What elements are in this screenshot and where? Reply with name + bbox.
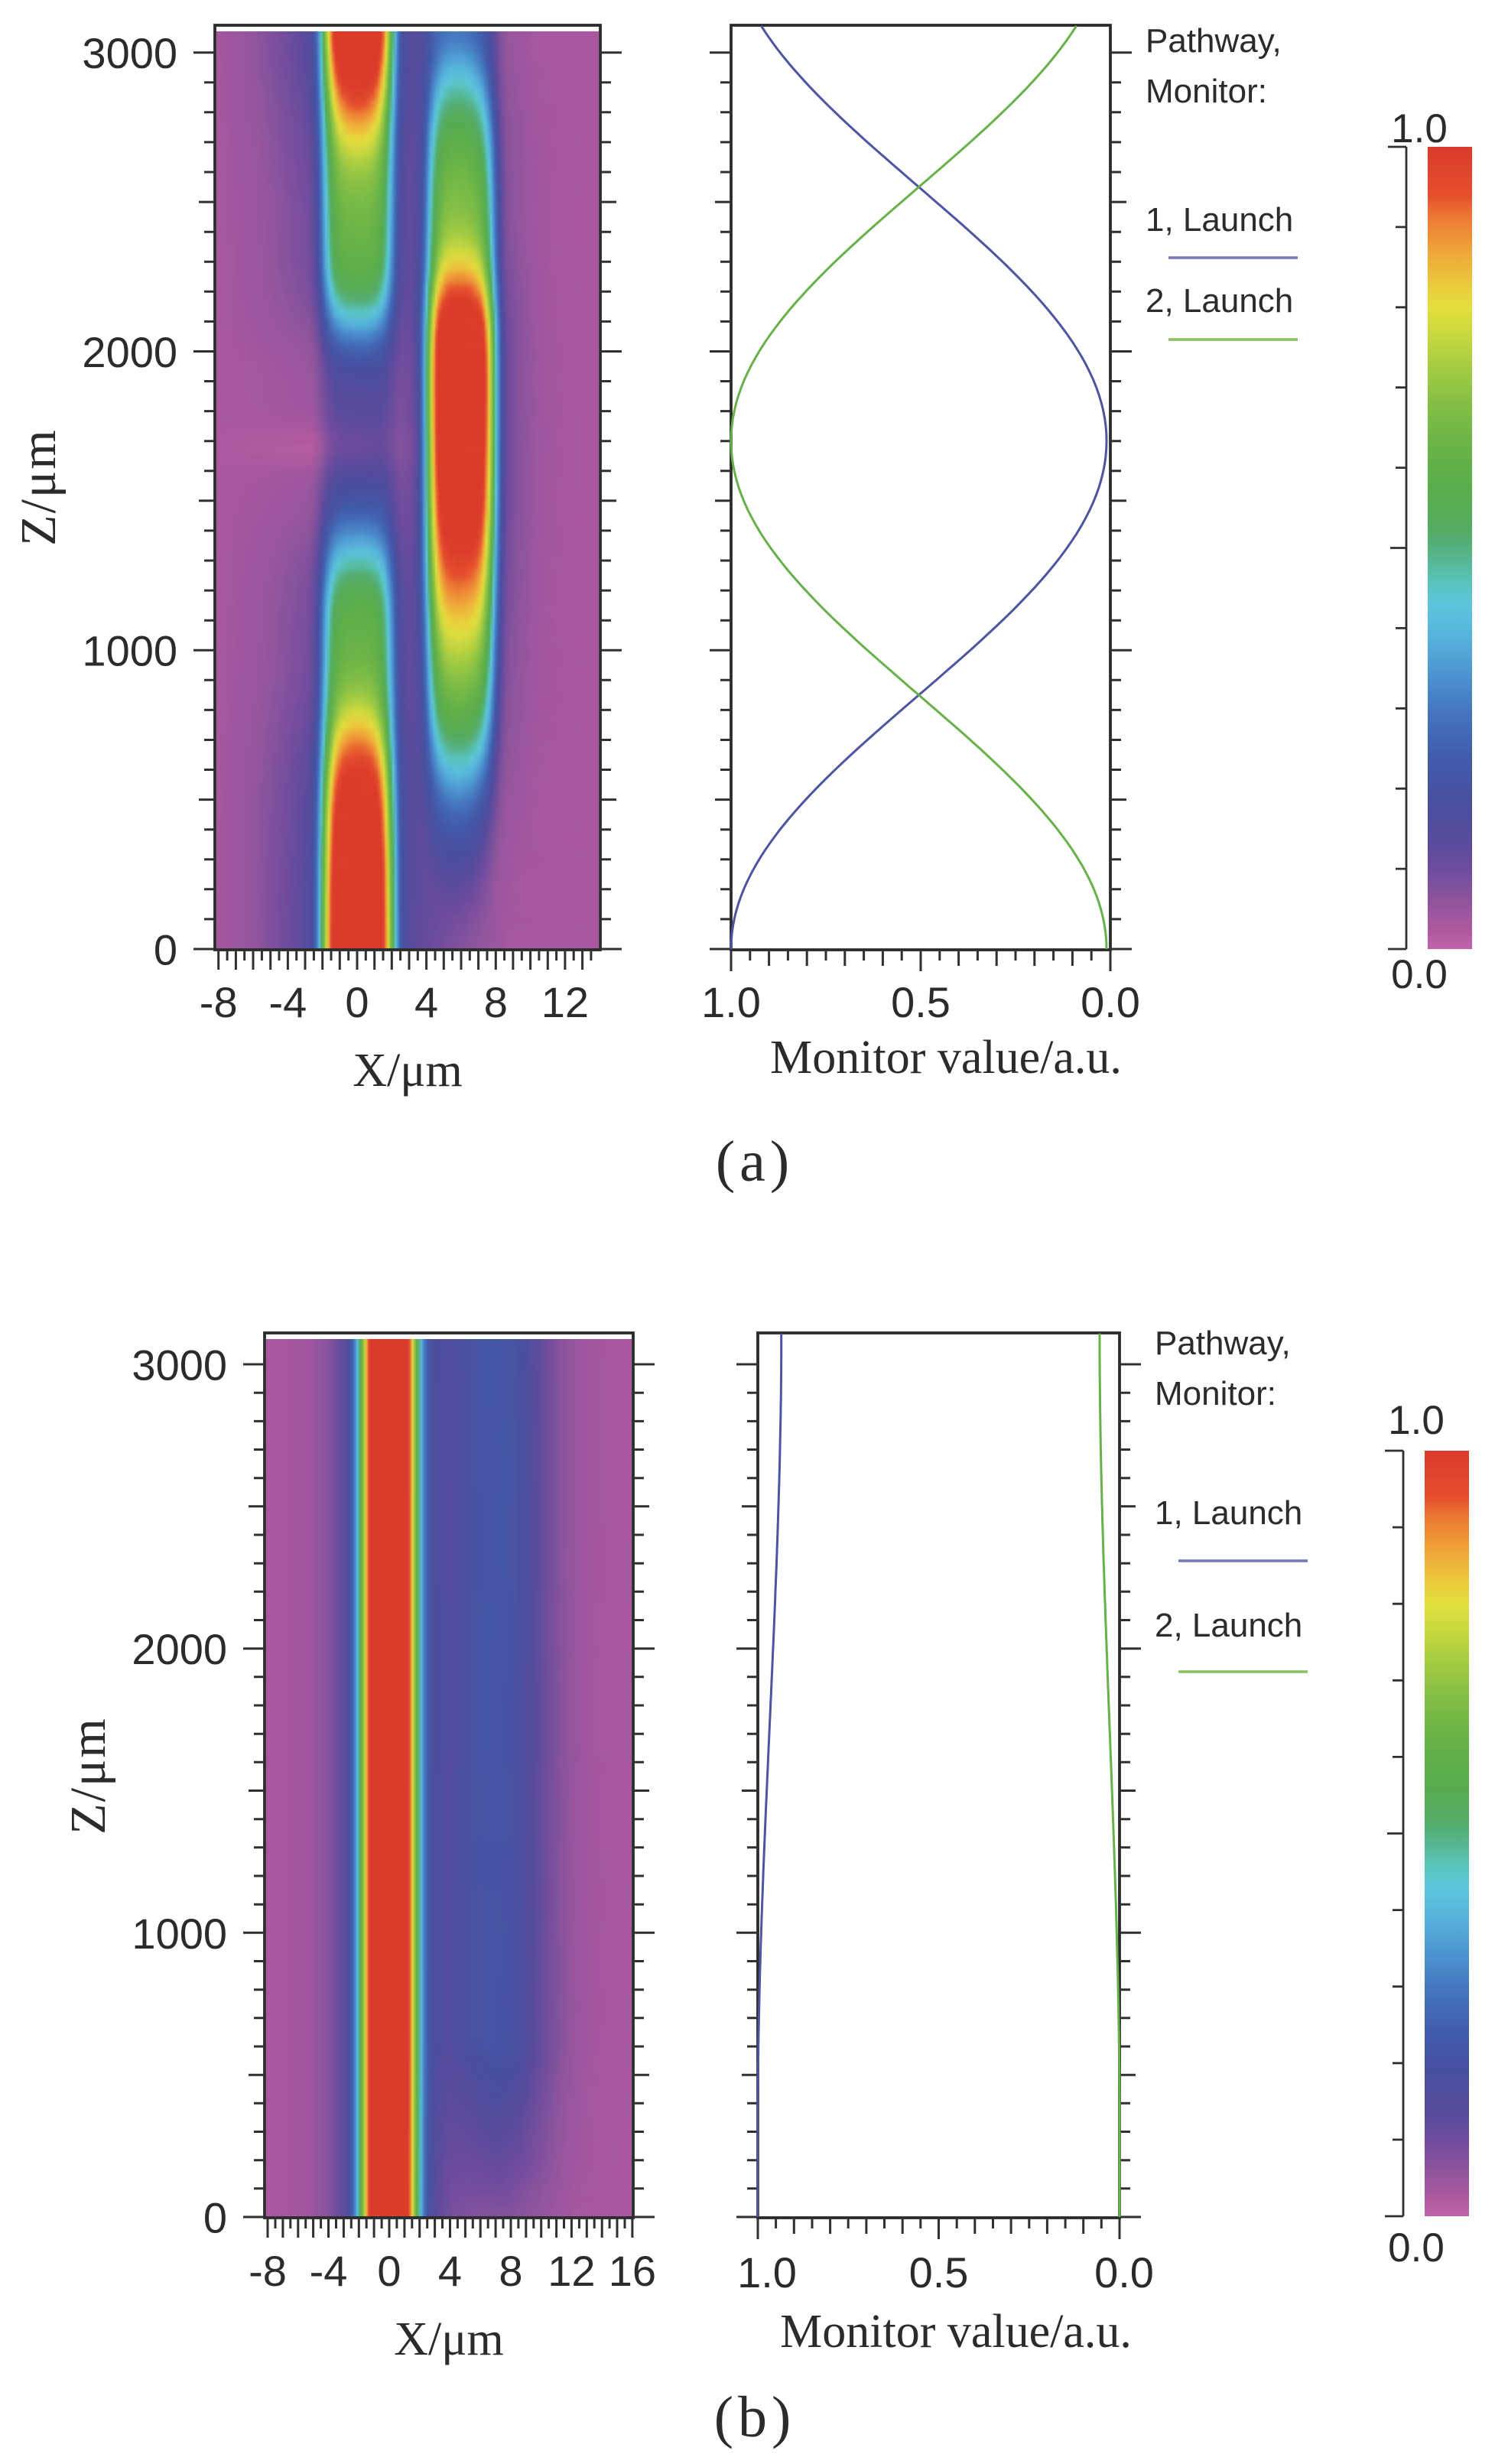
svg-text:4: 4	[414, 978, 438, 1026]
svg-text:Z/μm: Z/μm	[60, 1717, 116, 1834]
svg-text:Monitor value/a.u.: Monitor value/a.u.	[770, 1032, 1122, 1084]
svg-text:Pathway,: Pathway,	[1155, 1325, 1291, 1362]
svg-text:0: 0	[345, 978, 369, 1026]
svg-text:X/μm: X/μm	[353, 1045, 462, 1097]
svg-text:1.0: 1.0	[701, 978, 761, 1026]
svg-text:2000: 2000	[82, 328, 177, 376]
svg-text:1.0: 1.0	[1391, 106, 1448, 151]
svg-text:Z/μm: Z/μm	[11, 428, 67, 545]
svg-text:12: 12	[541, 978, 589, 1026]
svg-text:12: 12	[548, 2247, 595, 2295]
svg-text:Monitor:: Monitor:	[1155, 1375, 1276, 1412]
svg-text:8: 8	[499, 2247, 522, 2295]
svg-text:1.0: 1.0	[737, 2248, 797, 2297]
svg-text:2000: 2000	[132, 1625, 227, 1673]
svg-text:0.0: 0.0	[1391, 952, 1448, 997]
svg-text:0.5: 0.5	[891, 978, 951, 1026]
svg-text:1000: 1000	[82, 627, 177, 675]
svg-text:0: 0	[203, 2194, 227, 2242]
svg-text:X/μm: X/μm	[394, 2313, 503, 2365]
svg-text:0: 0	[154, 926, 177, 974]
svg-text:1.0: 1.0	[1388, 1398, 1445, 1443]
svg-text:Monitor:: Monitor:	[1146, 73, 1267, 110]
svg-text:1, Launch: 1, Launch	[1155, 1494, 1302, 1532]
svg-text:(b): (b)	[714, 2385, 791, 2449]
svg-text:3000: 3000	[132, 1341, 227, 1390]
svg-text:0.0: 0.0	[1081, 978, 1140, 1026]
svg-text:0.0: 0.0	[1388, 2225, 1445, 2271]
svg-text:3000: 3000	[82, 29, 177, 77]
svg-text:-4: -4	[269, 978, 307, 1026]
svg-text:2, Launch: 2, Launch	[1155, 1607, 1302, 1644]
svg-text:2, Launch: 2, Launch	[1146, 282, 1293, 320]
svg-text:Pathway,: Pathway,	[1146, 22, 1282, 60]
svg-text:8: 8	[484, 978, 508, 1026]
svg-text:0.5: 0.5	[909, 2248, 969, 2297]
svg-text:0: 0	[377, 2247, 401, 2295]
svg-text:4: 4	[438, 2247, 462, 2295]
svg-text:(a): (a)	[716, 1130, 789, 1194]
svg-text:Monitor value/a.u.: Monitor value/a.u.	[780, 2306, 1132, 2358]
svg-text:16: 16	[609, 2247, 656, 2295]
svg-text:-4: -4	[310, 2247, 348, 2295]
svg-text:1000: 1000	[132, 1910, 227, 1958]
svg-text:0.0: 0.0	[1094, 2248, 1154, 2297]
svg-text:1, Launch: 1, Launch	[1146, 201, 1293, 239]
svg-text:-8: -8	[249, 2247, 287, 2295]
svg-text:-8: -8	[200, 978, 238, 1026]
